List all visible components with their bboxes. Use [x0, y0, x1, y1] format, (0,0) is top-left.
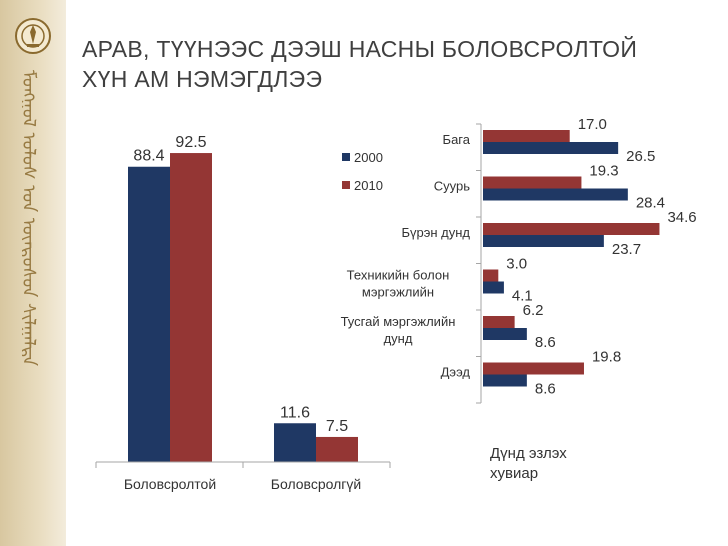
right-category-label-line: Тусгай мэргэжлийн	[341, 314, 456, 329]
right-category-label-0: Бага	[443, 132, 471, 147]
left-bar-2000-1	[274, 423, 316, 462]
right-value-label-2000-0: 26.5	[626, 148, 655, 165]
right-chart-value-labels: 17.0 26.5 19.3 28.434.6 23.7 3.0 4.16.2 8.6 19.8…	[506, 116, 696, 398]
right-category-label-line: мэргэжлийн	[362, 285, 434, 300]
left-chart-category-labels: Боловсролтой Боловсролгүй	[124, 476, 361, 492]
right-category-label-line: Техникийн болон	[347, 268, 450, 283]
left-value-label-2000-1: 11.6	[280, 404, 310, 421]
state-emblem-icon	[15, 18, 51, 54]
right-category-label-4: Тусгай мэргэжлийн дунд	[341, 314, 456, 346]
right-chart-category-labels: Бага Суурь Бүрэн дунд Техникийн болон мэргэж…	[341, 132, 471, 380]
right-bar-2000-4	[483, 328, 527, 340]
right-bar-2000-2	[483, 235, 604, 247]
slide-title-line-1: АРАВ, ТҮҮНЭЭС ДЭЭШ НАСНЫ БОЛОВСРОЛТОЙ	[82, 36, 638, 62]
legend-swatch-2000	[342, 153, 350, 161]
left-category-label-1: Боловсролгүй	[271, 476, 361, 492]
right-value-label-2000-3: 4.1	[512, 288, 533, 305]
slide-title: АРАВ, ТҮҮНЭЭС ДЭЭШ НАСНЫ БОЛОВСРОЛТОЙ ХҮ…	[82, 34, 712, 94]
right-value-label-2000-4: 8.6	[535, 334, 556, 351]
right-chart-annotation: Дүнд эзлэх хувиар	[490, 445, 567, 482]
right-category-label-line: Бага	[443, 132, 471, 147]
right-bar-2010-2	[483, 223, 660, 235]
right-value-label-2010-3: 3.0	[506, 256, 527, 273]
left-bar-2000-0	[128, 166, 170, 462]
right-value-label-2000-2: 23.7	[612, 241, 641, 258]
right-category-label-line: дунд	[384, 331, 413, 346]
right-bar-2010-1	[483, 176, 582, 189]
right-category-label-2: Бүрэн дунд	[401, 225, 470, 240]
right-category-label-line: Дээд	[441, 365, 471, 380]
right-category-label-1: Суурь	[434, 179, 470, 194]
legend-swatch-2010	[342, 181, 350, 189]
right-bar-2010-5	[483, 362, 584, 375]
right-category-label-3: Техникийн болон мэргэжлийн	[347, 268, 450, 300]
right-annotation-line-1: хувиар	[490, 465, 538, 482]
right-bar-2000-5	[483, 374, 527, 387]
right-bar-2000-0	[483, 142, 619, 154]
left-value-label-2010-1: 7.5	[326, 418, 348, 435]
right-value-label-2010-4: 6.2	[523, 302, 544, 319]
right-value-label-2010-5: 19.8	[592, 349, 621, 366]
right-category-label-line: Бүрэн дунд	[401, 225, 470, 240]
right-chart-ticks	[476, 123, 481, 404]
legend-label-2010: 2010	[354, 178, 383, 193]
right-value-label-2010-1: 19.3	[589, 163, 618, 180]
right-bar-2000-3	[483, 281, 504, 294]
left-bar-2010-1	[316, 436, 358, 462]
left-bar-2010-0	[170, 153, 212, 463]
chart-legend: 2000 2010	[342, 150, 383, 193]
right-category-label-5: Дээд	[441, 365, 471, 380]
right-bar-2000-1	[483, 188, 628, 201]
slide-title-line-2: ХҮН АМ НЭМЭГДЛЭЭ	[82, 66, 323, 92]
right-value-label-2010-2: 34.6	[667, 209, 696, 226]
left-value-label-2010-0: 92.5	[175, 134, 206, 151]
right-bar-2010-3	[483, 269, 499, 282]
left-chart-value-labels: 88.4 11.6 92.5 7.5	[133, 134, 348, 435]
right-value-label-2000-5: 8.6	[535, 381, 556, 398]
right-annotation-line-0: Дүнд эзлэх	[490, 445, 567, 462]
left-chart-ticks	[95, 462, 391, 468]
legend-label-2000: 2000	[354, 150, 383, 165]
right-category-label-line: Суурь	[434, 179, 470, 194]
mongolian-script-ornament: ᠮᠣᠩᠭᠣᠯ ᠤᠯᠤᠰ ᠤᠨ ᠦᠨᠳᠦᠰᠦᠨ ᠰᠢᠯᠭᠠᠯᠲᠠ	[22, 70, 39, 367]
left-value-label-2000-0: 88.4	[133, 148, 164, 165]
right-value-label-2000-1: 28.4	[636, 195, 665, 212]
left-chart-bars	[128, 153, 358, 463]
sidebar-ornament: ᠮᠣᠩᠭᠣᠯ ᠤᠯᠤᠰ ᠤᠨ ᠦᠨᠳᠦᠰᠦᠨ ᠰᠢᠯᠭᠠᠯᠲᠠ	[0, 0, 66, 546]
left-category-label-0: Боловсролтой	[124, 476, 216, 492]
right-value-label-2010-0: 17.0	[578, 116, 607, 133]
right-chart-bars	[483, 130, 660, 387]
right-bar-2010-4	[483, 316, 515, 328]
right-bar-2010-0	[483, 130, 570, 142]
